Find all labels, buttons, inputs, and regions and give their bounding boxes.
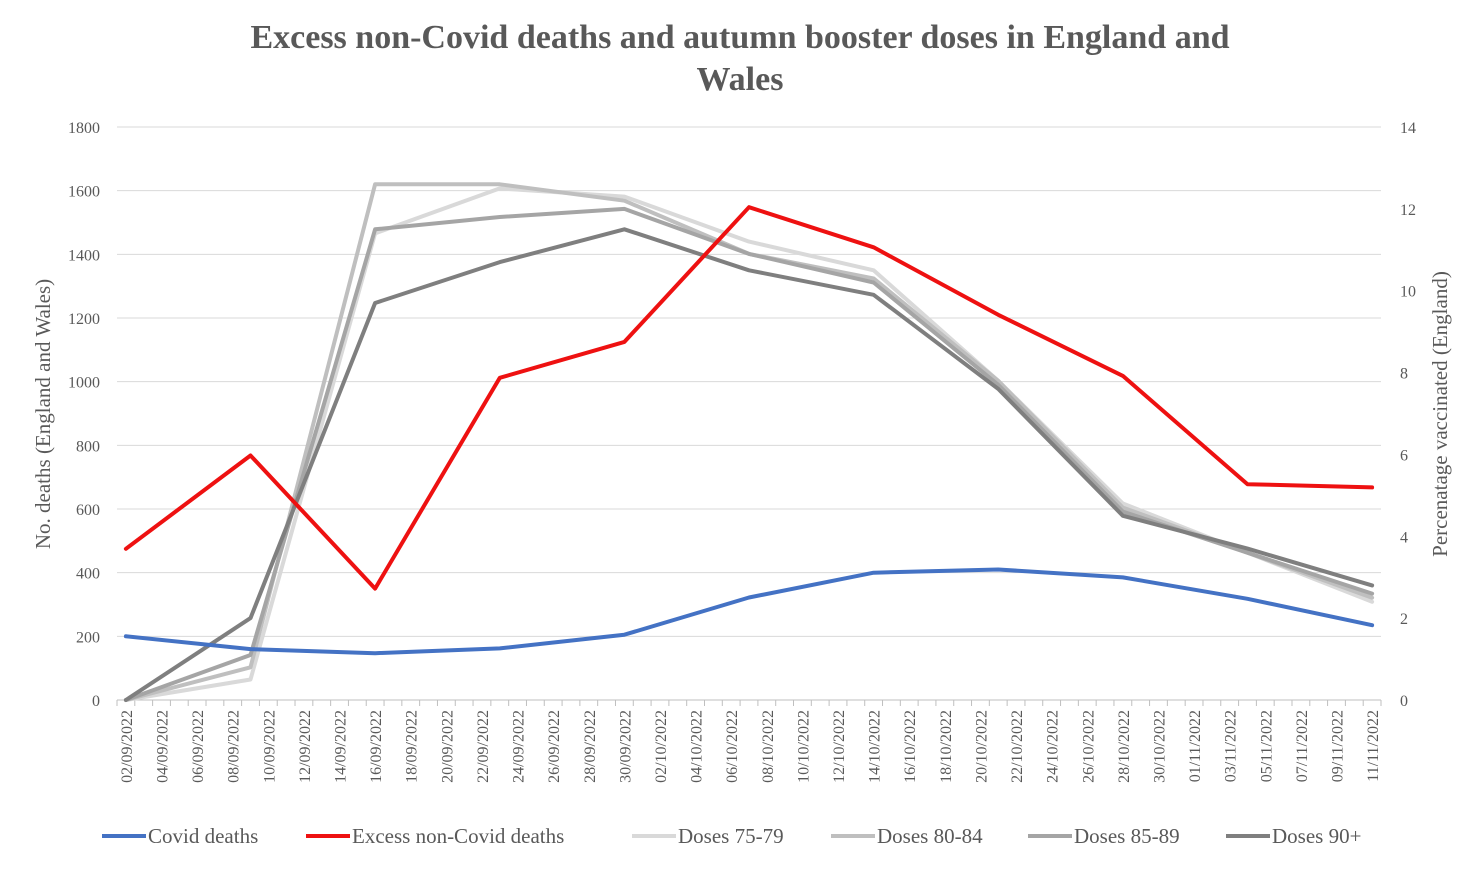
legend-label-excess-non-covid-deaths: Excess non-Covid deaths [352, 824, 564, 848]
x-tick-label: 05/11/2022 [1258, 710, 1275, 782]
series-line-doses-90 [123, 227, 1375, 702]
x-tick-label: 20/10/2022 [973, 710, 990, 783]
chart-title-line-1: Excess non-Covid deaths and autumn boost… [250, 19, 1229, 56]
y2-tick-label: 12 [1400, 202, 1416, 219]
x-tick-label: 03/11/2022 [1223, 710, 1240, 782]
y-axis-left: 0 200 400 600 800 1000 1200 1400 1600 1800 [68, 120, 100, 710]
x-tick-label: 26/10/2022 [1080, 710, 1097, 783]
x-tick-label: 24/09/2022 [511, 710, 528, 783]
x-tick-label: 26/09/2022 [546, 710, 563, 783]
y-tick-label: 1400 [68, 247, 100, 264]
x-tick-label: 01/11/2022 [1187, 710, 1204, 782]
y2-tick-label: 4 [1400, 529, 1408, 546]
legend-label-doses-90: Doses 90+ [1272, 824, 1361, 848]
y2-tick-label: 2 [1400, 611, 1408, 628]
legend: Covid deaths Excess non-Covid deaths Doses… [102, 824, 1361, 848]
x-tick-label: 02/10/2022 [653, 710, 670, 783]
y-tick-label: 600 [76, 502, 100, 519]
x-tick-label: 09/11/2022 [1329, 710, 1346, 782]
x-tick-label: 24/10/2022 [1045, 710, 1062, 783]
x-tick-label: 18/09/2022 [404, 710, 421, 783]
x-tick-label: 16/10/2022 [902, 710, 919, 783]
x-tick-label: 06/09/2022 [190, 710, 207, 783]
gridlines [117, 126, 1381, 637]
legend-label-doses-85-89: Doses 85-89 [1074, 824, 1180, 848]
x-tick-label: 20/09/2022 [439, 710, 456, 783]
x-tick-label: 08/10/2022 [760, 710, 777, 783]
x-tick-label: 28/09/2022 [582, 710, 599, 783]
x-tick-label: 18/10/2022 [938, 710, 955, 783]
y-tick-label: 1600 [68, 184, 100, 201]
x-tick-label: 22/10/2022 [1009, 710, 1026, 783]
x-tick-label: 30/10/2022 [1151, 710, 1168, 783]
y-tick-label: 0 [92, 693, 100, 710]
x-tick-label: 12/09/2022 [297, 710, 314, 783]
y-tick-label: 1200 [68, 311, 100, 328]
y-axis-right: 0 2 4 6 8 10 12 14 [1400, 120, 1416, 710]
x-tick-label: 04/10/2022 [689, 710, 706, 783]
x-tick-label: 28/10/2022 [1116, 710, 1133, 783]
series-line-doses-75-79 [123, 186, 1375, 702]
x-tick-label: 10/09/2022 [261, 710, 278, 783]
y-axis-right-title: Percenatage vaccinated (England) [1428, 271, 1452, 557]
y-tick-label: 800 [76, 438, 100, 455]
y-axis-left-title: No. deaths (England and Wales) [31, 279, 55, 549]
x-tick-label: 30/09/2022 [617, 710, 634, 783]
legend-label-doses-75-79: Doses 75-79 [678, 824, 784, 848]
legend-label-covid-deaths: Covid deaths [148, 824, 258, 848]
series-line-excess-non-covid-deaths [123, 205, 1375, 591]
y-tick-label: 400 [76, 566, 100, 583]
x-tick-label: 11/11/2022 [1365, 710, 1382, 782]
x-tick-label: 07/11/2022 [1294, 710, 1311, 782]
x-axis: 02/09/2022 04/09/2022 06/09/2022 08/09/2022… [116, 699, 1382, 783]
chart-title-line-2: Wales [697, 61, 784, 98]
x-tick-label: 14/10/2022 [867, 710, 884, 783]
series-lines [123, 182, 1375, 702]
y-tick-label: 1800 [68, 120, 100, 137]
x-tick-label: 04/09/2022 [155, 710, 172, 783]
x-tick-label: 16/09/2022 [368, 710, 385, 783]
x-tick-label: 10/10/2022 [795, 710, 812, 783]
series-line-covid-deaths [123, 567, 1375, 656]
y2-tick-label: 8 [1400, 366, 1408, 383]
legend-label-doses-80-84: Doses 80-84 [877, 824, 983, 848]
x-tick-label: 22/09/2022 [475, 710, 492, 783]
y-tick-label: 200 [76, 629, 100, 646]
x-tick-label: 12/10/2022 [831, 710, 848, 783]
x-tick-label: 08/09/2022 [226, 710, 243, 783]
y-tick-label: 1000 [68, 375, 100, 392]
y2-tick-label: 0 [1400, 693, 1408, 710]
x-tick-label: 14/09/2022 [333, 710, 350, 783]
x-tick-label: 06/10/2022 [724, 710, 741, 783]
y2-tick-label: 10 [1400, 284, 1416, 301]
x-tick-label: 02/09/2022 [119, 710, 136, 783]
y2-tick-label: 14 [1400, 120, 1416, 137]
y2-tick-label: 6 [1400, 447, 1408, 464]
